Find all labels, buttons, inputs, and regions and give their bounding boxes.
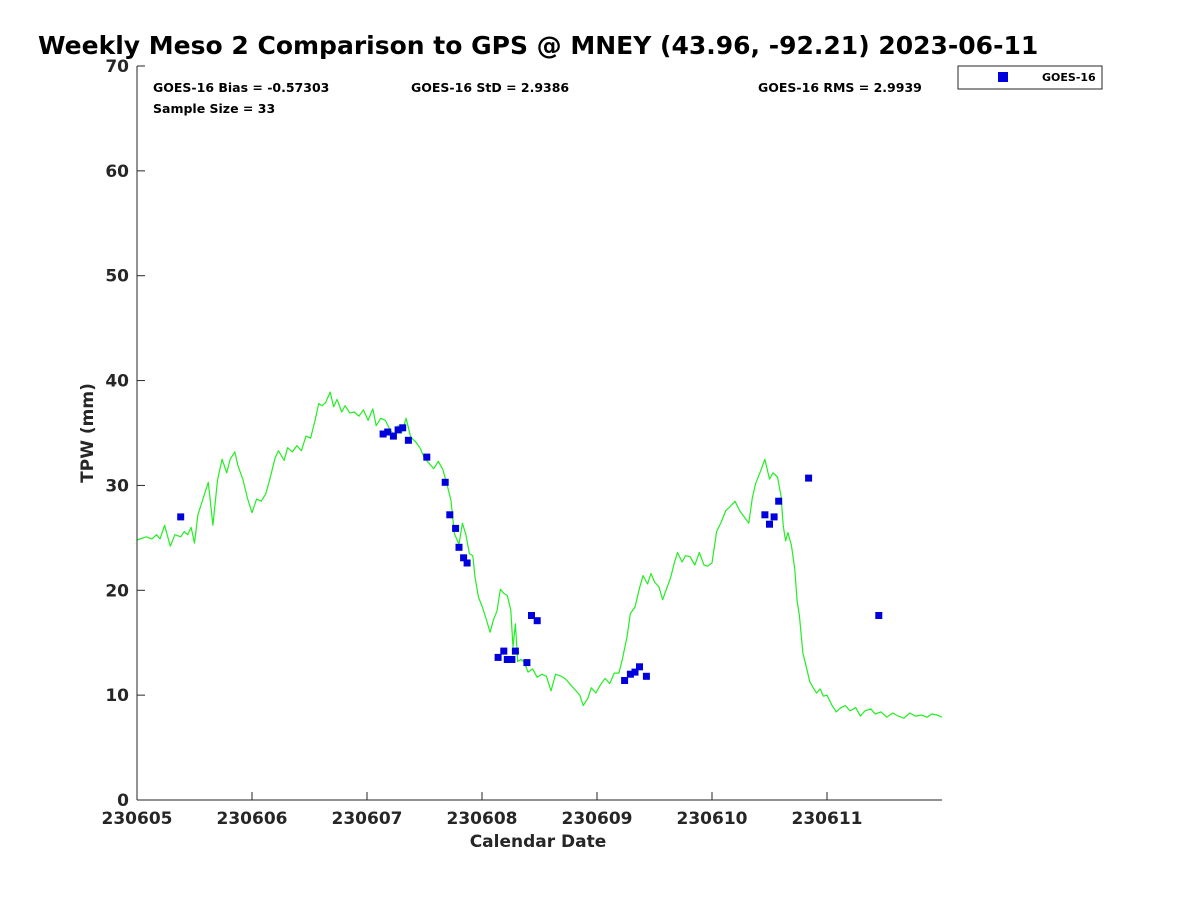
goes16-data-point — [177, 513, 185, 521]
goes16-data-point — [379, 430, 387, 438]
x-tick-label: 230610 — [677, 809, 748, 829]
y-tick-label: 0 — [117, 791, 129, 811]
y-tick-label: 40 — [105, 372, 129, 392]
goes16-data-point — [441, 478, 449, 486]
y-tick-label: 30 — [105, 476, 129, 496]
goes16-points — [177, 424, 883, 684]
goes16-data-point — [508, 656, 516, 663]
goes16-data-point — [636, 663, 643, 671]
goes16-data-point — [452, 524, 460, 532]
goes16-data-point — [384, 428, 392, 436]
plot-area — [137, 66, 942, 800]
x-tick-label: 230611 — [792, 809, 863, 829]
x-tick-label: 230609 — [562, 809, 633, 829]
x-tick-label: 230607 — [332, 809, 403, 829]
y-tick-label: 50 — [105, 267, 129, 287]
goes16-data-point — [528, 612, 535, 619]
gps-tpw-line — [136, 391, 943, 719]
legend: GOES-16 — [957, 65, 1103, 90]
goes16-data-point — [394, 426, 402, 434]
goes16-data-point — [494, 653, 502, 661]
x-tick-label: 230608 — [447, 809, 518, 829]
goes16-data-point — [775, 497, 783, 505]
goes16-data-point — [631, 668, 639, 676]
std-stat: GOES-16 StD = 2.9386 — [411, 80, 569, 95]
goes16-data-point — [533, 617, 541, 625]
gps-series-line — [136, 391, 943, 719]
y-axis: 0 10 20 30 40 50 60 70 — [105, 57, 145, 811]
goes16-data-point — [463, 559, 471, 567]
legend-label-goes16: GOES-16 — [1042, 71, 1096, 84]
y-tick-label: 10 — [105, 686, 129, 706]
goes16-data-point — [805, 474, 813, 482]
goes16-data-point — [770, 513, 778, 521]
goes16-data-point — [423, 453, 431, 461]
goes16-data-point — [399, 424, 407, 432]
goes16-data-point — [500, 647, 508, 655]
y-tick-label: 20 — [105, 581, 129, 601]
y-tick-label: 70 — [105, 57, 129, 77]
x-tick-label: 230605 — [102, 809, 173, 829]
x-axis-label: Calendar Date — [470, 832, 607, 852]
y-axis-label: TPW (mm) — [78, 383, 98, 483]
goes16-data-point — [404, 436, 412, 444]
goes16-data-point — [446, 511, 454, 519]
goes16-data-point — [460, 554, 468, 562]
goes16-data-point — [875, 612, 883, 619]
legend-box — [957, 65, 1103, 90]
legend-marker-square — [998, 72, 1008, 82]
goes16-data-point — [455, 543, 463, 551]
bias-stat: GOES-16 Bias = -0.57303 — [153, 80, 329, 95]
sample-size-stat: Sample Size = 33 — [153, 101, 275, 116]
goes16-data-point — [523, 659, 531, 667]
goes16-data-point — [766, 520, 773, 528]
x-axis: 230605 230606 230607 230608 230609 230610 2306… — [102, 792, 863, 829]
y-tick-label: 60 — [105, 162, 129, 182]
x-tick-label: 230606 — [217, 809, 288, 829]
chart-title: Weekly Meso 2 Comparison to GPS @ MNEY (… — [38, 31, 1038, 60]
goes16-data-point — [511, 647, 519, 655]
goes16-data-point — [503, 656, 511, 663]
goes16-data-point — [626, 670, 634, 678]
rms-stat: GOES-16 RMS = 2.9939 — [758, 80, 922, 95]
goes16-data-point — [621, 677, 629, 684]
goes16-data-point — [642, 672, 650, 680]
goes16-data-point — [761, 511, 769, 519]
goes16-data-point — [389, 432, 397, 440]
